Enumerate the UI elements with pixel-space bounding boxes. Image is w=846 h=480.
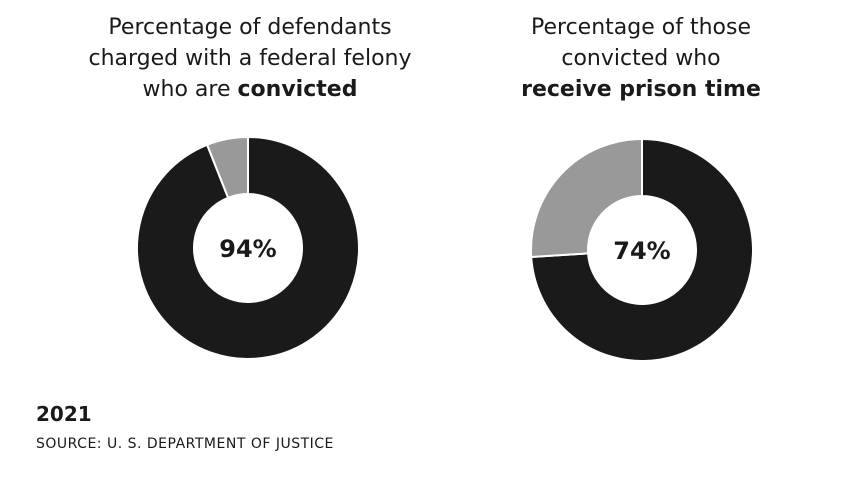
title-line-2: convicted who xyxy=(561,46,721,71)
slice-remainder xyxy=(530,137,643,259)
donut-slices xyxy=(136,135,360,360)
title-line-1: Percentage of defendants xyxy=(108,15,392,40)
slice-primary xyxy=(136,135,360,360)
title-line-3: who are convicted xyxy=(0,74,500,105)
title-line-2: charged with a federal felony xyxy=(88,46,412,71)
center-label: 74% xyxy=(613,237,670,265)
title-line-3-text: who are xyxy=(142,77,231,102)
center-label: 94% xyxy=(219,235,276,263)
donut-slices xyxy=(530,137,754,362)
chart-prison-time: Percentage of those convicted who receiv… xyxy=(500,0,846,400)
source-label: SOURCE: U. S. DEPARTMENT OF JUSTICE xyxy=(36,436,334,452)
title-emphasis: convicted xyxy=(237,77,358,102)
slice-remainder xyxy=(205,135,249,200)
title-line-1: Percentage of those xyxy=(531,15,751,40)
chart-convicted: Percentage of defendants charged with a … xyxy=(0,0,500,400)
donut-chart: 74% xyxy=(530,137,754,362)
year-label: 2021 xyxy=(36,402,92,426)
chart-title: Percentage of those convicted who receiv… xyxy=(491,12,791,105)
chart-title: Percentage of defendants charged with a … xyxy=(0,12,500,105)
slice-primary xyxy=(530,137,754,362)
donut-chart: 94% xyxy=(136,135,360,360)
title-emphasis: receive prison time xyxy=(521,77,761,102)
